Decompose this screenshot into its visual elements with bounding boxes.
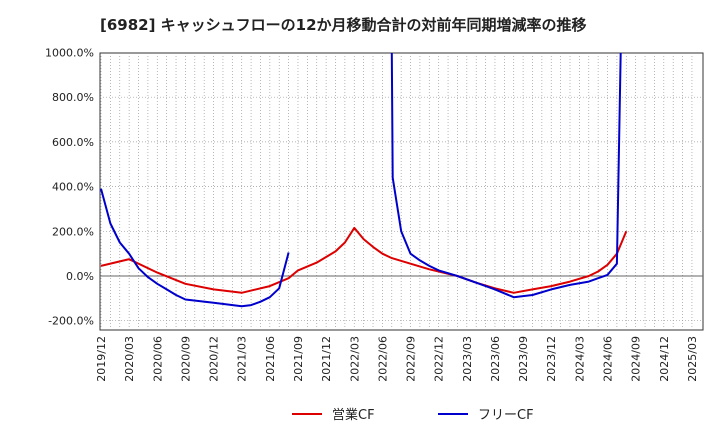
x-tick-label: 2023/09 <box>517 336 530 382</box>
y-tick-label: 200.0% <box>52 225 94 238</box>
x-tick-label: 2020/12 <box>208 336 221 382</box>
y-tick-label: -200.0% <box>48 315 94 328</box>
x-tick-label: 2023/12 <box>545 336 558 382</box>
legend-label: フリーCF <box>478 408 534 423</box>
x-tick-label: 2024/06 <box>602 336 615 382</box>
y-tick-label: 0.0% <box>66 270 94 283</box>
x-tick-label: 2022/03 <box>348 336 361 382</box>
x-tick-label: 2020/03 <box>123 336 136 382</box>
x-tick-label: 2022/06 <box>376 336 389 382</box>
x-tick-label: 2023/06 <box>489 336 502 382</box>
x-tick-label: 2020/09 <box>179 336 192 382</box>
legend-label: 営業CF <box>332 407 375 423</box>
x-tick-label: 2021/09 <box>292 336 305 382</box>
y-tick-label: 800.0% <box>52 91 94 104</box>
series-line-operating-cf <box>100 226 628 294</box>
x-tick-label: 2024/12 <box>658 336 671 382</box>
chart-title: [6982] キャッシュフローの12か月移動合計の対前年同期増減率の推移 <box>100 16 587 34</box>
x-tick-label: 2024/09 <box>630 336 643 382</box>
x-tick-label: 2022/12 <box>433 336 446 382</box>
x-tick-label: 2021/06 <box>264 336 277 382</box>
x-tick-label: 2025/03 <box>686 336 699 382</box>
y-tick-label: 400.0% <box>52 181 94 194</box>
y-tick-label: 1000.0% <box>45 47 94 60</box>
x-tick-label: 2021/03 <box>236 336 249 382</box>
x-tick-label: 2019/12 <box>95 336 108 382</box>
y-tick-label: 600.0% <box>52 136 94 149</box>
x-tick-label: 2024/03 <box>573 336 586 382</box>
x-tick-label: 2020/06 <box>151 336 164 382</box>
x-tick-label: 2023/03 <box>461 336 474 382</box>
series-line-free-cf <box>100 53 622 308</box>
x-tick-label: 2022/09 <box>405 336 418 382</box>
x-tick-label: 2021/12 <box>320 336 333 382</box>
